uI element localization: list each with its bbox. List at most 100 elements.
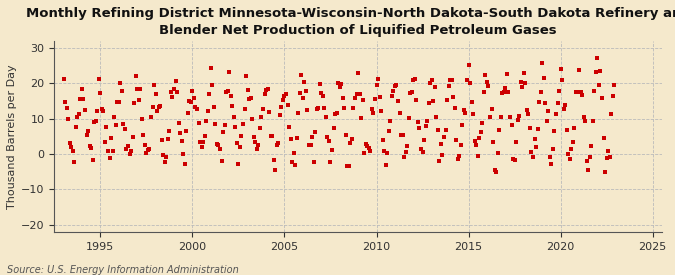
Point [277,98,288,103]
Point [466,100,477,104]
Point [342,164,353,168]
Point [80,108,90,112]
Point [261,88,271,93]
Point [393,99,404,103]
Point [133,98,144,102]
Point [72,115,83,119]
Point [194,140,205,144]
Point [483,84,494,88]
Point [512,118,523,122]
Text: Source: U.S. Energy Information Administration: Source: U.S. Energy Information Administ… [7,265,238,275]
Point [471,143,482,147]
Point [276,105,287,110]
Point [164,129,175,134]
Point [287,160,298,165]
Point [591,70,601,75]
Point [84,144,95,148]
Point [339,106,350,110]
Point [115,81,126,85]
Point [140,143,151,147]
Point [336,82,347,87]
Point [385,119,396,123]
Point [218,130,229,134]
Point [325,160,336,164]
Point [69,160,80,164]
Point [511,140,522,144]
Point [517,85,528,89]
Point [502,72,512,76]
Point [609,83,620,87]
Point [290,163,300,167]
Point [494,127,505,132]
Point [271,143,282,148]
Point [95,91,106,95]
Point [227,104,238,108]
Point [92,109,103,113]
Point [479,90,489,94]
Point [198,140,209,144]
Point [235,144,246,149]
Point [376,109,387,113]
Point [595,68,606,73]
Point [422,119,433,123]
Point [551,112,562,116]
Point [410,76,421,81]
Point [563,152,574,156]
Point [273,141,284,145]
Point [454,154,465,158]
Point [323,139,334,143]
Point [524,126,535,130]
Point [106,135,117,140]
Point [586,144,597,148]
Point [486,106,497,111]
Point [365,149,376,153]
Point [250,139,261,144]
Point [233,161,244,166]
Point [99,140,110,144]
Point [61,106,72,110]
Point [374,95,385,99]
Point [152,109,163,114]
Point [275,113,286,117]
Point [87,158,98,163]
Point [239,107,250,112]
Point [604,155,615,159]
Point [187,88,198,93]
Point [76,87,87,91]
Point [313,106,323,110]
Point [562,127,572,132]
Point [201,119,212,123]
Point [304,142,315,147]
Point [308,160,319,164]
Point [209,105,219,109]
Point [370,97,381,101]
Point [589,89,600,93]
Y-axis label: Thousand Barrels per Day: Thousand Barrels per Day [7,64,17,209]
Point [540,101,551,105]
Point [173,120,184,125]
Point [269,158,279,163]
Point [437,153,448,158]
Point [474,136,485,141]
Point [575,90,586,94]
Point [207,82,218,87]
Point [310,130,321,134]
Point [452,157,463,161]
Point [224,70,235,74]
Point [259,92,270,97]
Point [82,129,93,134]
Point [485,115,495,119]
Point [608,94,618,98]
Point [236,134,247,138]
Point [568,140,578,145]
Point [509,158,520,162]
Point [359,151,370,155]
Point [299,80,310,84]
Point [350,96,360,101]
Point [222,89,233,93]
Point [311,107,322,111]
Point [98,108,109,113]
Point [601,156,612,161]
Point [446,78,457,82]
Point [580,119,591,123]
